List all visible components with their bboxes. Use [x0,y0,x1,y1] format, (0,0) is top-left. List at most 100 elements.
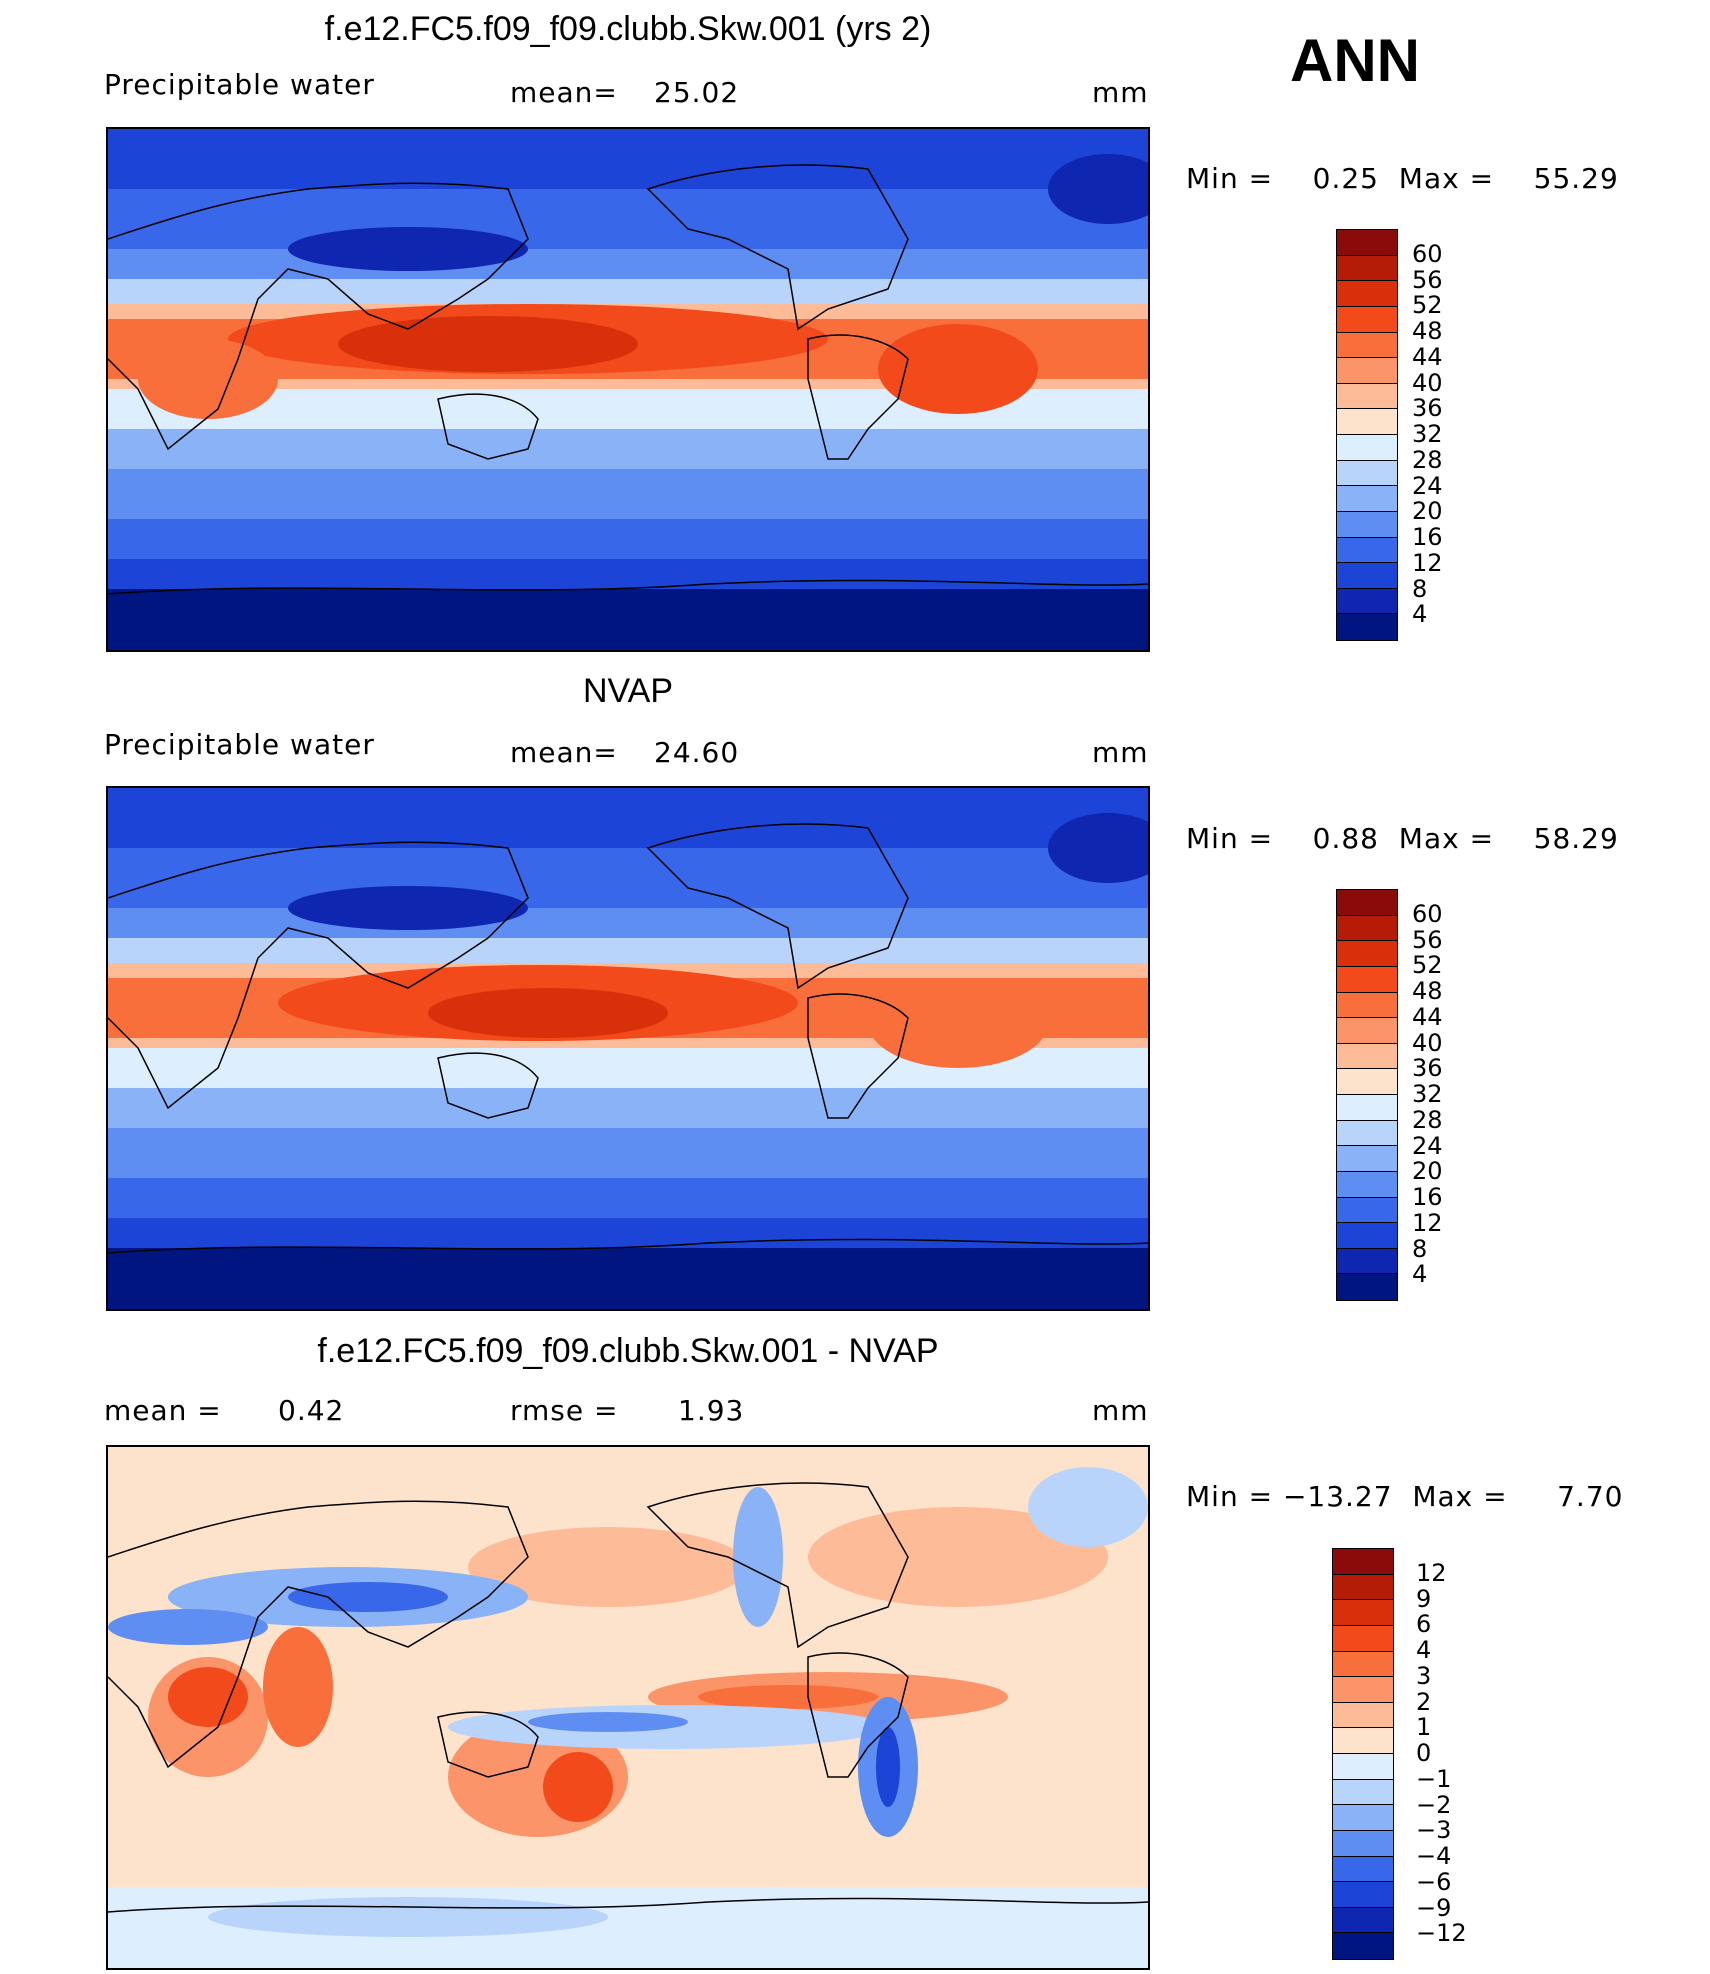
colorbar-swatch [1333,1728,1393,1754]
panel-3-map [106,1445,1150,1970]
colorbar-swatch [1337,992,1397,1019]
panel-1-minmax: Min = 0.25 Max = 55.29 [1186,162,1619,195]
colorbar-swatch [1337,966,1397,993]
colorbar-swatch [1333,1779,1393,1806]
panel-2-units: mm [1092,736,1149,769]
panel-1-units: mm [1092,76,1149,109]
colorbar-tick-label: 12 [1412,548,1443,577]
panel-3-units: mm [1092,1394,1149,1427]
colorbar-tick-label: −2 [1416,1790,1452,1819]
colorbar-tick-label: 4 [1412,1260,1428,1289]
colorbar-swatch [1337,614,1397,640]
colorbar-tick-label: 6 [1416,1610,1432,1639]
colorbar-swatch [1337,890,1397,916]
panel-2-title: NVAP [582,672,674,710]
colorbar-tick-label: 52 [1412,951,1443,980]
panel-1-colorbar [1336,229,1398,641]
colorbar-swatch [1333,1702,1393,1729]
colorbar-swatch [1333,1907,1393,1934]
colorbar-tick-label: 20 [1412,1157,1443,1186]
colorbar-tick-label: 4 [1412,600,1428,629]
colorbar-swatch [1337,255,1397,282]
colorbar-tick-label: 40 [1412,1028,1443,1057]
colorbar-tick-label: 48 [1412,317,1443,345]
colorbar-swatch [1337,1274,1397,1300]
panel-1-mean-label: mean= [510,76,618,109]
colorbar-tick-label: 16 [1412,523,1443,551]
colorbar-swatch [1333,1600,1393,1626]
colorbar-swatch [1337,537,1397,564]
colorbar-swatch [1337,511,1397,538]
colorbar-swatch [1337,1146,1397,1172]
colorbar-swatch [1337,281,1397,307]
colorbar-swatch [1337,1018,1397,1044]
colorbar-tick-label: 24 [1412,1131,1443,1160]
colorbar-swatch [1337,1248,1397,1275]
panel-3-mean-value: 0.42 [278,1394,345,1427]
panel-1-mean-value: 25.02 [654,76,740,109]
colorbar-tick-label: 44 [1412,342,1443,371]
colorbar-tick-label: 8 [1412,574,1428,603]
colorbar-tick-label: 56 [1412,265,1443,294]
colorbar-swatch [1337,460,1397,487]
colorbar-tick-label: 12 [1412,1208,1443,1237]
colorbar-swatch [1333,1651,1393,1678]
colorbar-tick-label: 16 [1412,1183,1443,1211]
colorbar-tick-label: 28 [1412,1105,1443,1134]
colorbar-swatch [1337,1095,1397,1121]
colorbar-swatch [1337,1043,1397,1070]
colorbar-tick-label: −6 [1416,1867,1452,1896]
panel-2-mean-label: mean= [510,736,618,769]
panel-1-variable: Precipitable water [104,68,375,101]
colorbar-swatch [1337,409,1397,435]
colorbar-swatch [1333,1830,1393,1857]
colorbar-swatch [1333,1677,1393,1703]
colorbar-swatch [1337,332,1397,359]
colorbar-tick-label: 2 [1416,1687,1432,1716]
colorbar-tick-label: −1 [1416,1764,1452,1793]
colorbar-tick-label: −12 [1416,1919,1467,1948]
colorbar-tick-label: 8 [1412,1234,1428,1263]
panel-2-minmax: Min = 0.88 Max = 58.29 [1186,822,1619,855]
colorbar-tick-label: 4 [1416,1636,1432,1664]
panel-2-variable: Precipitable water [104,728,375,761]
panel-3-rmse-label: rmse = [510,1394,619,1427]
colorbar-tick-label: 9 [1416,1584,1432,1613]
colorbar-swatch [1337,941,1397,967]
colorbar-tick-label: 1 [1416,1713,1432,1742]
panel-2-map [106,786,1150,1311]
panel-3-colorbar [1332,1548,1394,1960]
colorbar-tick-label: −4 [1416,1842,1452,1870]
panel-3-rmse-value: 1.93 [678,1394,745,1427]
colorbar-tick-label: 32 [1412,1080,1443,1108]
panel-2-mean-value: 24.60 [654,736,740,769]
colorbar-tick-label: 12 [1416,1558,1447,1587]
panel-3-minmax: Min = −13.27 Max = 7.70 [1186,1480,1624,1513]
colorbar-swatch [1337,588,1397,615]
colorbar-tick-label: 0 [1416,1739,1432,1767]
colorbar-swatch [1337,915,1397,942]
colorbar-tick-label: 52 [1412,291,1443,320]
colorbar-swatch [1333,1625,1393,1652]
colorbar-tick-label: 24 [1412,471,1443,500]
colorbar-swatch [1337,1197,1397,1224]
colorbar-swatch [1337,563,1397,589]
colorbar-swatch [1337,1120,1397,1147]
colorbar-swatch [1337,1069,1397,1095]
colorbar-tick-label: 36 [1412,1054,1443,1083]
colorbar-tick-label: 36 [1412,394,1443,423]
colorbar-swatch [1333,1805,1393,1831]
colorbar-swatch [1333,1856,1393,1883]
panel-1-map [106,127,1150,652]
colorbar-tick-label: 44 [1412,1002,1443,1031]
panel-2-colorbar [1336,889,1398,1301]
colorbar-tick-label: 48 [1412,977,1443,1005]
panel-1-title: f.e12.FC5.f09_f09.clubb.Skw.001 (yrs 2) [324,10,932,48]
colorbar-swatch [1337,230,1397,256]
colorbar-tick-label: −3 [1416,1816,1452,1845]
colorbar-tick-label: 40 [1412,368,1443,397]
colorbar-swatch [1337,1171,1397,1198]
panel-3-title: f.e12.FC5.f09_f09.clubb.Skw.001 - NVAP [317,1332,939,1370]
colorbar-swatch [1333,1882,1393,1908]
colorbar-swatch [1333,1549,1393,1575]
